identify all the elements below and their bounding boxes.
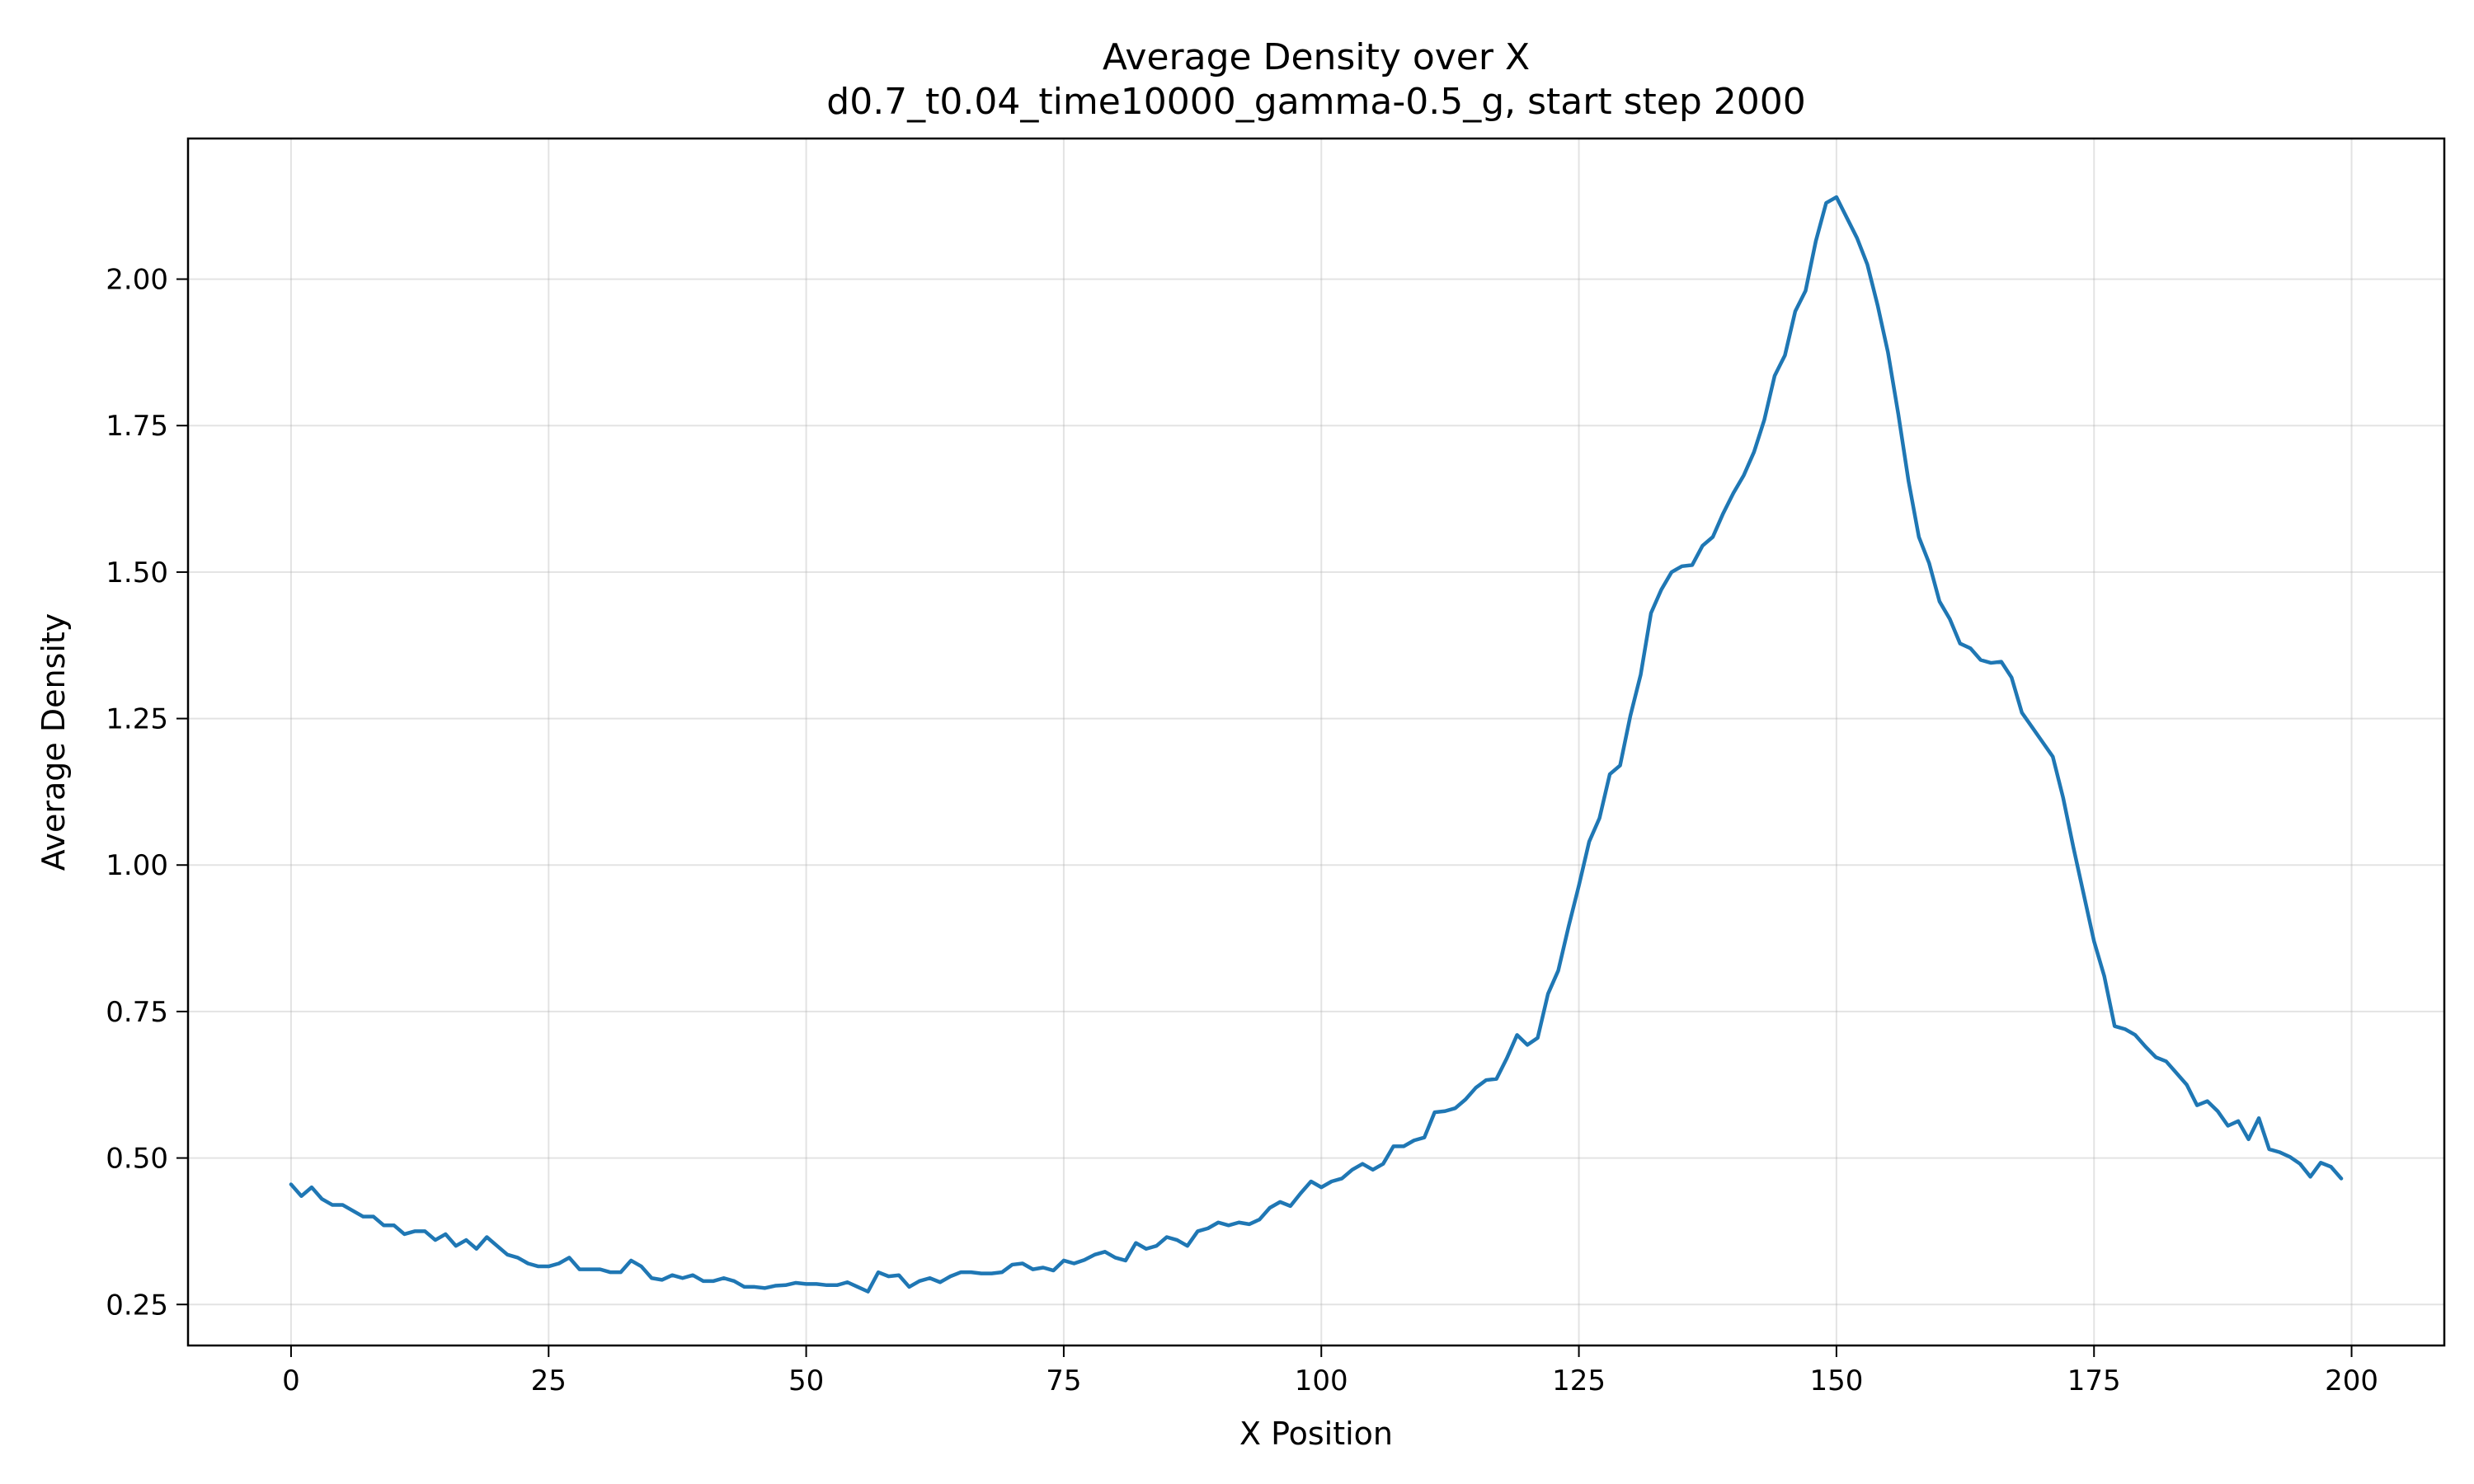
chart-subtitle: d0.7_t0.04_time10000_gamma-0.5_g, start …	[826, 81, 1805, 123]
plot-frame	[186, 137, 2446, 1347]
x-tick-label: 75	[1046, 1364, 1081, 1397]
y-tick-label: 2.00	[106, 264, 168, 297]
x-tick-label: 200	[2325, 1364, 2378, 1397]
x-tick-label: 50	[788, 1364, 824, 1397]
x-axis-label: X Position	[1239, 1416, 1393, 1452]
y-axis-label: Average Density	[35, 613, 72, 871]
x-tick-label: 0	[282, 1364, 300, 1397]
series-layer	[289, 195, 2344, 1294]
x-tick-label: 175	[2067, 1364, 2121, 1397]
y-tick-label: 1.75	[106, 410, 168, 443]
x-tick-label: 100	[1295, 1364, 1348, 1397]
x-tick-label: 125	[1552, 1364, 1606, 1397]
chart-title: Average Density over X	[1103, 36, 1530, 78]
ticks: 0 25 50 75 100 125 150 175 200 0.25 0.50 0.75 1.00 1.…	[106, 264, 2378, 1397]
density-series-line	[289, 195, 2344, 1294]
grid	[188, 139, 2444, 1345]
y-tick-label: 0.25	[106, 1289, 168, 1322]
y-tick-label: 1.00	[106, 849, 168, 882]
y-tick-label: 1.50	[106, 556, 168, 589]
x-tick-label: 150	[1809, 1364, 1863, 1397]
y-tick-label: 1.25	[106, 703, 168, 736]
y-tick-label: 0.75	[106, 996, 168, 1029]
x-tick-label: 25	[531, 1364, 567, 1397]
y-tick-label: 0.50	[106, 1143, 168, 1176]
